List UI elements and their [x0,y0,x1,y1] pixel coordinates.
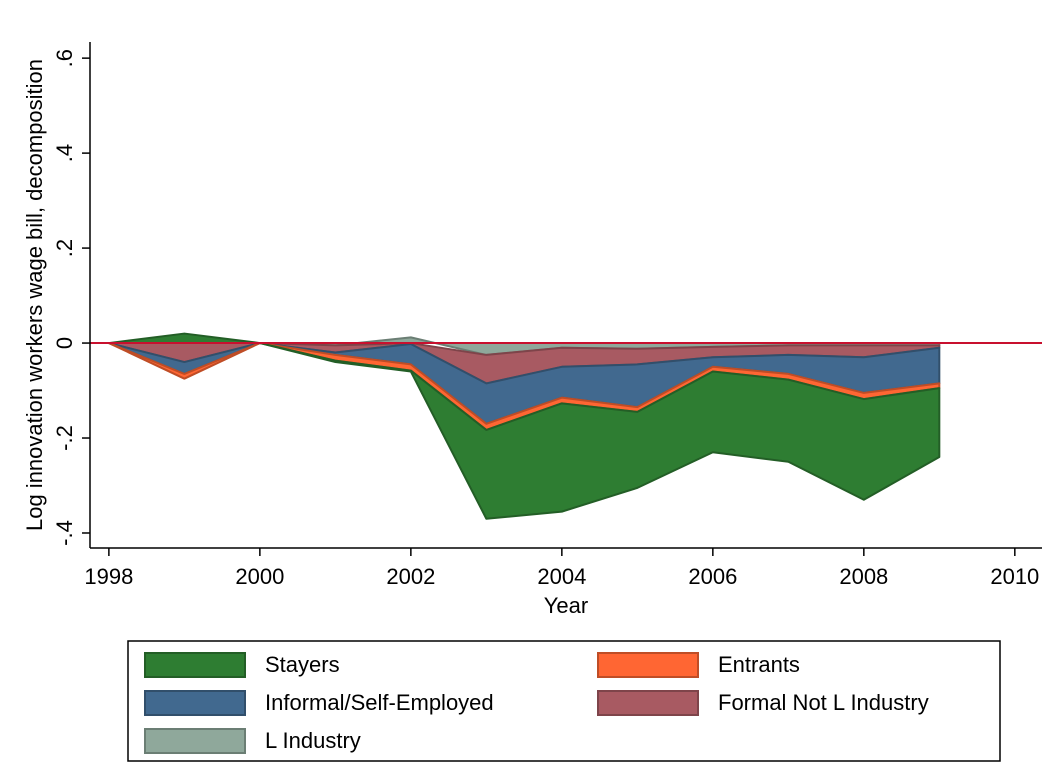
legend-swatch [144,690,246,716]
legend-label: Informal/Self-Employed [265,690,494,715]
x-tick-label: 2010 [990,564,1039,589]
x-tick-label: 2002 [386,564,435,589]
legend-swatch [597,690,699,716]
x-tick-label: 2008 [839,564,888,589]
x-tick-label: 2004 [537,564,586,589]
legend-label: Entrants [718,652,800,677]
y-tick-label: .2 [52,239,77,257]
legend-swatch [597,652,699,678]
x-axis-label: Year [544,593,588,618]
legend-swatch [144,728,246,754]
y-tick-label: .4 [52,144,77,162]
x-tick-label: 2000 [235,564,284,589]
x-tick-label: 1998 [84,564,133,589]
y-tick-label: .6 [52,49,77,67]
y-tick-label: -.2 [52,425,77,451]
y-tick-label: -.4 [52,520,77,546]
legend-label: Stayers [265,652,340,677]
legend-label: L Industry [265,728,361,753]
area [107,332,941,520]
y-tick-label: 0 [52,337,77,349]
legend-label: Formal Not L Industry [718,690,929,715]
legend-swatch [144,652,246,678]
x-tick-label: 2006 [688,564,737,589]
legend-box [127,640,1001,762]
y-axis-label: Log innovation workers wage bill, decomp… [22,59,47,531]
